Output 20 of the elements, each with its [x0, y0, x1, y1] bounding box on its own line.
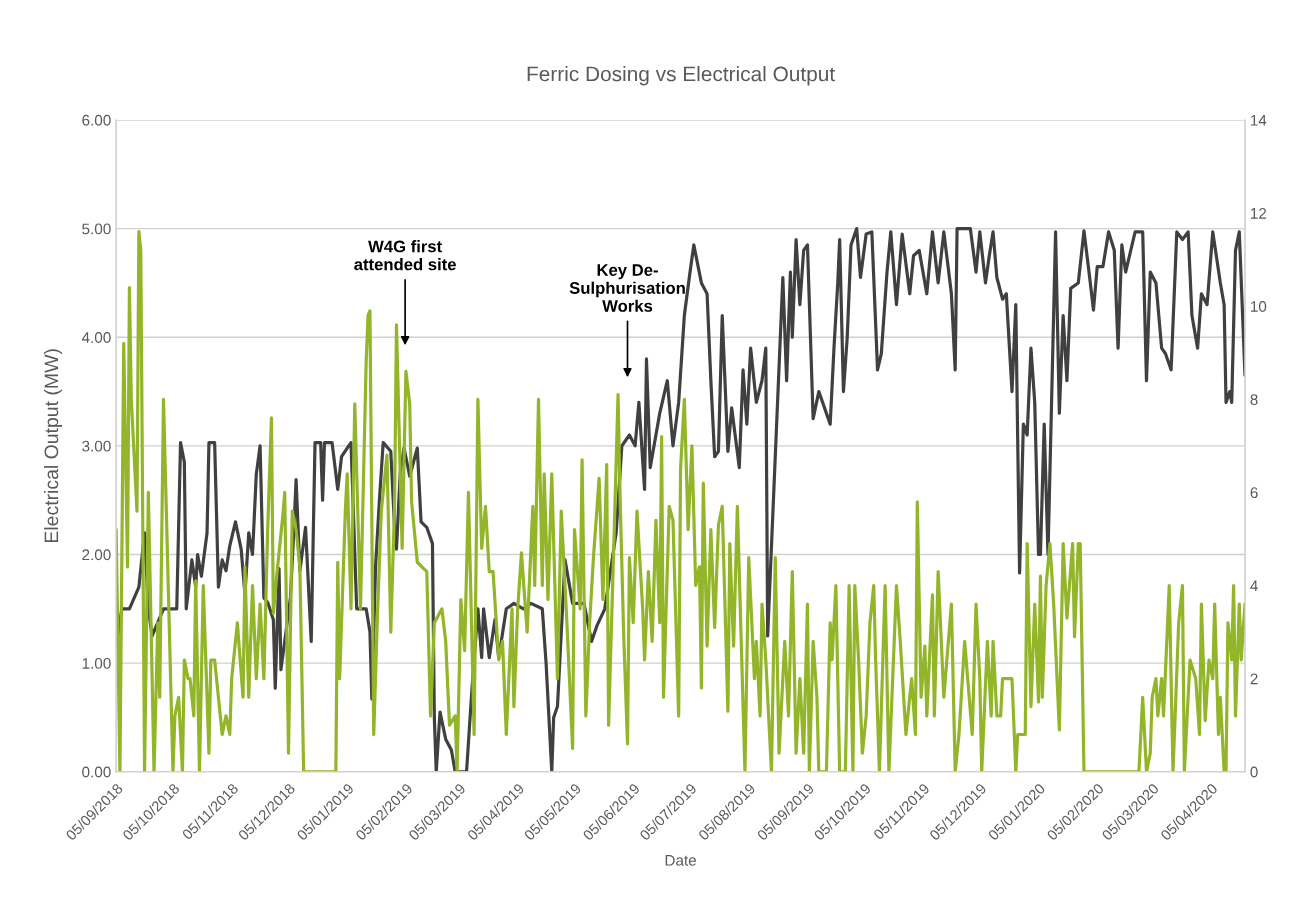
y-tick-label: 3.00 — [82, 440, 111, 452]
y2-tick-label: 10 — [1251, 301, 1267, 312]
annotation: Key De- Sulphurisation Works — [569, 264, 685, 312]
y-tick-label: 1.00 — [82, 657, 111, 669]
annotation: W4G first attended site — [354, 240, 456, 271]
y2-tick-label: 14 — [1251, 115, 1267, 126]
y2-tick-label: 4 — [1250, 580, 1258, 592]
y-tick-label: 0.00 — [82, 766, 111, 778]
y-tick-label: 4.00 — [81, 332, 111, 343]
y2-tick-label: 12 — [1251, 207, 1267, 219]
y-tick-label: 2.00 — [82, 549, 111, 561]
y2-tick-label: 0 — [1250, 766, 1258, 778]
y2-tick-label: 8 — [1250, 394, 1258, 405]
y-tick-label: 6.00 — [82, 114, 111, 126]
x-axis-title: Date — [665, 855, 697, 866]
y2-tick-label: 6 — [1250, 487, 1258, 499]
y-axis-title: Electrical Output (MW) — [43, 349, 63, 543]
chart-title: Ferric Dosing vs Electrical Output — [527, 66, 835, 86]
y-tick-label: 5.00 — [82, 223, 111, 235]
y2-tick-label: 2 — [1250, 673, 1258, 685]
